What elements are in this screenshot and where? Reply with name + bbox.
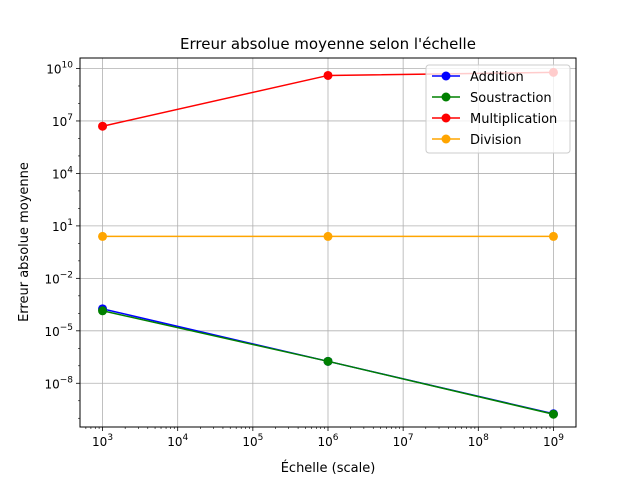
data-point: [323, 356, 333, 366]
legend: Addition Soustraction Multiplication Divisi…: [425, 64, 571, 154]
data-point: [548, 409, 558, 419]
series-soustraction: [98, 306, 558, 419]
x-tick-label: 109: [543, 433, 564, 449]
x-tick-label: 104: [167, 433, 188, 449]
y-tick-label: 10−2: [44, 270, 73, 286]
x-tick-label: 107: [393, 433, 414, 449]
legend-label: Soustraction: [470, 91, 552, 106]
legend-label: Division: [470, 133, 522, 148]
legend-label: Multiplication: [470, 112, 557, 127]
legend-item: Multiplication: [432, 112, 557, 127]
legend-item: Soustraction: [432, 91, 552, 106]
data-point: [323, 70, 333, 80]
legend-item: Addition: [432, 70, 524, 85]
legend-item: Division: [432, 133, 522, 148]
y-tick-label: 107: [52, 113, 73, 129]
y-tick-label: 1010: [46, 60, 73, 76]
legend-label: Addition: [470, 70, 524, 85]
y-tick-label: 101: [52, 218, 73, 234]
x-axis-label: Échelle (scale): [281, 460, 376, 476]
x-tick-label: 105: [242, 433, 263, 449]
legend-box: [425, 64, 571, 154]
legend-marker: [441, 92, 451, 102]
x-tick-label: 106: [317, 433, 338, 449]
data-point: [98, 231, 108, 241]
data-point: [98, 121, 108, 131]
legend-marker: [441, 113, 451, 123]
data-point: [323, 231, 333, 241]
data-point: [548, 231, 558, 241]
x-axis: 103 104 105 106 107 108 109: [85, 427, 564, 449]
legend-marker: [441, 71, 451, 81]
data-point: [98, 306, 108, 316]
y-tick-label: 104: [52, 165, 73, 181]
series-division: [98, 231, 558, 241]
y-tick-label: 10−8: [44, 375, 73, 391]
y-axis: 1010 107 104 101 10−2 10−5 10−8: [44, 60, 80, 419]
legend-marker: [441, 134, 451, 144]
y-axis-label: Erreur absolue moyenne: [17, 162, 32, 322]
x-tick-label: 103: [92, 433, 113, 449]
y-tick-label: 10−5: [44, 323, 73, 339]
x-tick-label: 108: [468, 433, 489, 449]
chart-title: Erreur absolue moyenne selon l'échelle: [180, 35, 476, 53]
